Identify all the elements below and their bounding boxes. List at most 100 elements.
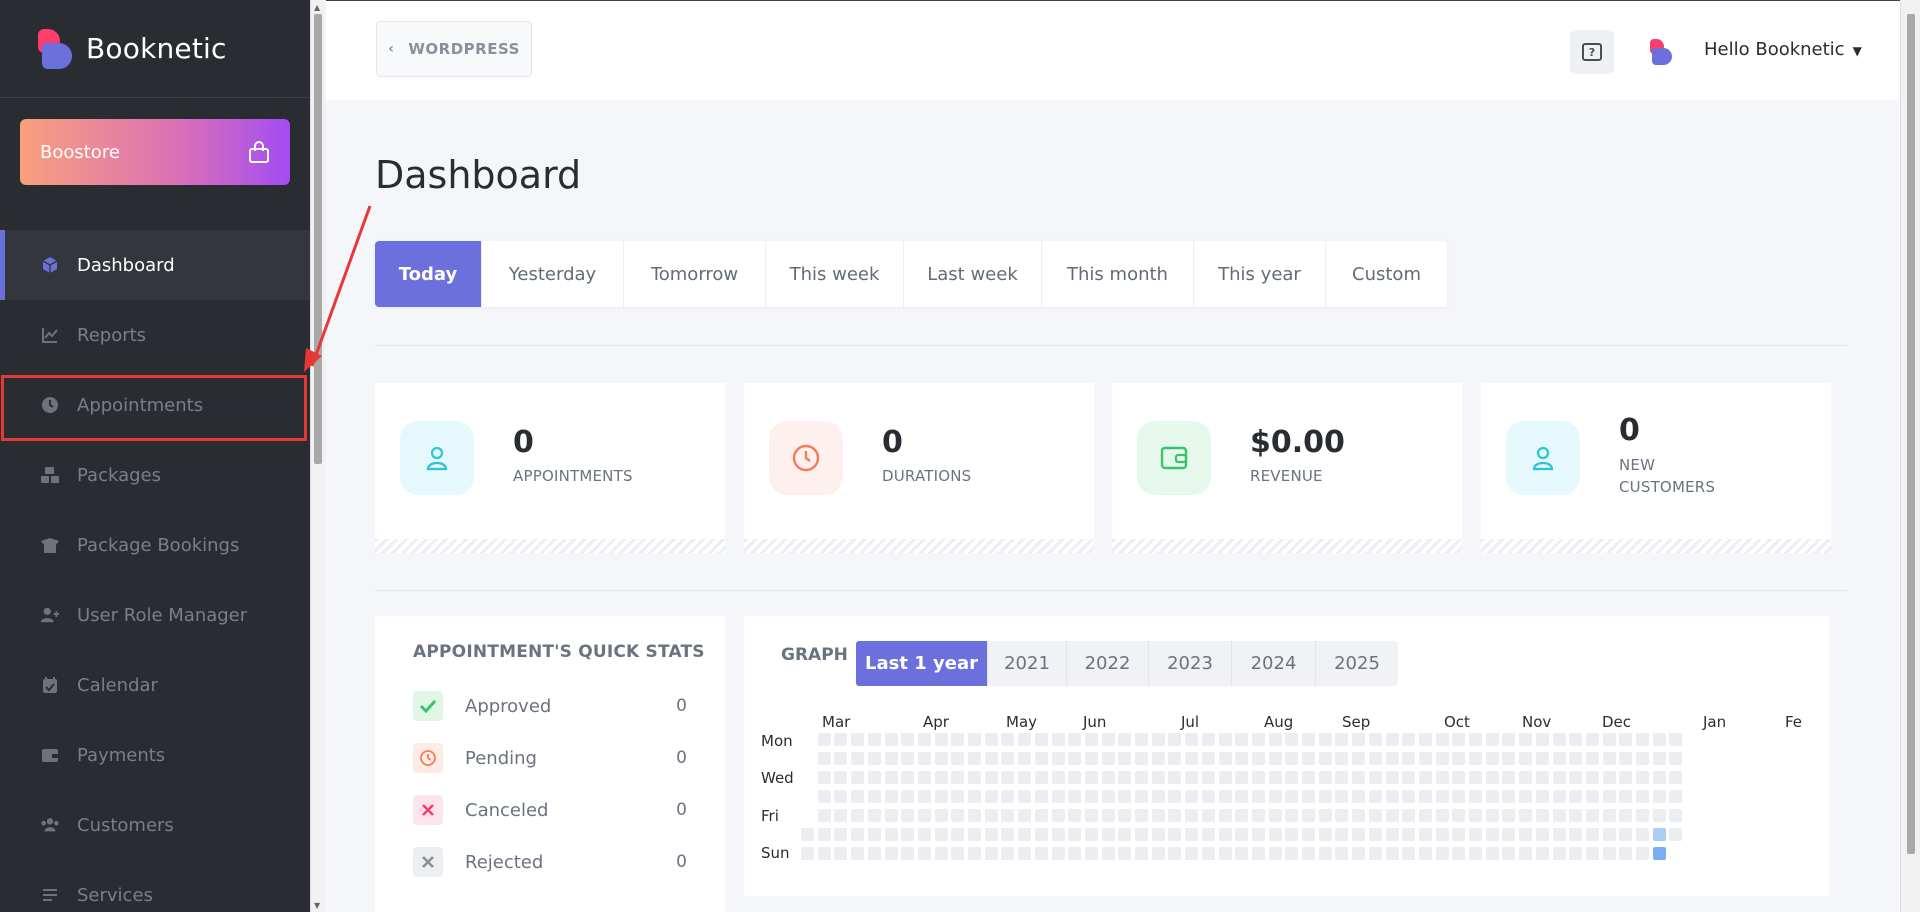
heatmap-cell[interactable] [951, 790, 965, 803]
heatmap-cell[interactable] [1084, 790, 1098, 803]
heatmap-cell[interactable] [1018, 790, 1032, 803]
heatmap-cell[interactable] [1268, 828, 1282, 841]
sidebar-item-appointments[interactable]: Appointments [0, 370, 310, 440]
heatmap-cell[interactable] [1051, 809, 1065, 822]
heatmap-cell[interactable] [1268, 790, 1282, 803]
heatmap-cell[interactable] [1018, 828, 1032, 841]
heatmap-cell[interactable] [1602, 771, 1616, 784]
heatmap-cell[interactable] [1151, 790, 1165, 803]
heatmap-cell[interactable] [1151, 752, 1165, 765]
heatmap-cell[interactable] [1135, 847, 1148, 860]
heatmap-cell[interactable] [1469, 771, 1482, 784]
heatmap-cell[interactable] [1118, 828, 1132, 841]
heatmap-cell[interactable] [1385, 828, 1399, 841]
heatmap-cell[interactable] [1101, 790, 1115, 803]
heatmap-cell[interactable] [1302, 847, 1315, 860]
heatmap-cell[interactable] [1435, 771, 1449, 784]
heatmap-cell[interactable] [1619, 809, 1633, 822]
heatmap-cell[interactable] [1636, 752, 1649, 765]
heatmap-cell[interactable] [851, 790, 865, 803]
heatmap-cell[interactable] [851, 847, 865, 860]
heatmap-cell[interactable] [1502, 828, 1516, 841]
heatmap-cell[interactable] [1318, 790, 1332, 803]
user-avatar-icon[interactable] [1650, 39, 1672, 65]
heatmap-cell[interactable] [1602, 790, 1616, 803]
heatmap-cell[interactable] [1418, 809, 1432, 822]
heatmap-cell[interactable] [1452, 790, 1466, 803]
heatmap-cell[interactable] [1552, 809, 1566, 822]
heatmap-cell[interactable] [1669, 790, 1683, 803]
heatmap-cell[interactable] [1068, 809, 1082, 822]
heatmap-cell[interactable] [1084, 771, 1098, 784]
heatmap-cell[interactable] [917, 790, 931, 803]
heatmap-cell[interactable] [834, 733, 848, 746]
heatmap-cell[interactable] [1452, 847, 1466, 860]
heatmap-cell[interactable] [1485, 790, 1499, 803]
heatmap-cell[interactable] [851, 752, 865, 765]
heatmap-cell[interactable] [884, 752, 898, 765]
heatmap-cell[interactable] [1469, 847, 1482, 860]
heatmap-cell[interactable] [1535, 809, 1549, 822]
heatmap-cell[interactable] [1302, 771, 1315, 784]
tab-today[interactable]: Today [375, 241, 482, 307]
heatmap-cell[interactable] [817, 733, 831, 746]
heatmap-cell[interactable] [1285, 771, 1299, 784]
heatmap-cell[interactable] [817, 847, 831, 860]
heatmap-cell[interactable] [1001, 809, 1015, 822]
heatmap-cell[interactable] [1352, 828, 1366, 841]
heatmap-cell[interactable] [1585, 771, 1599, 784]
heatmap-cell[interactable] [1001, 752, 1015, 765]
heatmap-cell[interactable] [1084, 809, 1098, 822]
heatmap-cell[interactable] [1268, 847, 1282, 860]
heatmap-cell[interactable] [1068, 752, 1082, 765]
heatmap-cell[interactable] [1201, 771, 1215, 784]
heatmap-cell[interactable] [1168, 809, 1182, 822]
heatmap-cell[interactable] [1569, 847, 1583, 860]
heatmap-cell[interactable] [1418, 752, 1432, 765]
heatmap-cell[interactable] [1619, 828, 1633, 841]
heatmap-cell[interactable] [834, 752, 848, 765]
heatmap-cell[interactable] [1185, 752, 1199, 765]
heatmap-cell[interactable] [1151, 809, 1165, 822]
heatmap-cell[interactable] [1669, 752, 1683, 765]
heatmap-cell[interactable] [934, 733, 948, 746]
heatmap-cell[interactable] [867, 847, 881, 860]
heatmap-cell[interactable] [1652, 752, 1666, 765]
heatmap-cell[interactable] [1051, 790, 1065, 803]
heatmap-cell[interactable] [1151, 771, 1165, 784]
heatmap-cell[interactable] [1185, 847, 1199, 860]
heatmap-cell[interactable] [1368, 847, 1382, 860]
heatmap-cell[interactable] [1185, 790, 1199, 803]
sidebar-item-services[interactable]: Services [0, 860, 310, 912]
heatmap-cell[interactable] [1034, 809, 1048, 822]
heatmap-cell[interactable] [1452, 733, 1466, 746]
sidebar-item-package-bookings[interactable]: Package Bookings [0, 510, 310, 580]
heatmap-cell[interactable] [1602, 809, 1616, 822]
heatmap-cell[interactable] [1485, 809, 1499, 822]
heatmap-cell[interactable] [1636, 847, 1649, 860]
heatmap-cell[interactable] [1502, 847, 1516, 860]
heatmap-cell[interactable] [1285, 847, 1299, 860]
heatmap-cell[interactable] [1585, 790, 1599, 803]
heatmap-cell[interactable] [1502, 809, 1516, 822]
heatmap-cell[interactable] [1318, 752, 1332, 765]
heatmap-cell[interactable] [834, 847, 848, 860]
heatmap-cell[interactable] [934, 790, 948, 803]
heatmap-cell[interactable] [1452, 809, 1466, 822]
graph-tab-2024[interactable]: 2024 [1232, 641, 1316, 686]
heatmap-cell[interactable] [1018, 809, 1032, 822]
heatmap-cell[interactable] [1552, 733, 1566, 746]
heatmap-cell[interactable] [984, 733, 998, 746]
heatmap-cell[interactable] [1535, 790, 1549, 803]
heatmap-cell[interactable] [1168, 771, 1182, 784]
heatmap-cell[interactable] [1318, 847, 1332, 860]
heatmap-cell[interactable] [1235, 771, 1249, 784]
heatmap-cell[interactable] [1402, 752, 1416, 765]
heatmap-cell[interactable] [1185, 828, 1199, 841]
heatmap-cell[interactable] [1135, 771, 1148, 784]
heatmap-cell[interactable] [951, 733, 965, 746]
app-logo[interactable]: Booknetic [0, 0, 310, 98]
heatmap-cell[interactable] [1669, 809, 1683, 822]
heatmap-cell[interactable] [1168, 752, 1182, 765]
heatmap-cell[interactable] [1185, 733, 1199, 746]
